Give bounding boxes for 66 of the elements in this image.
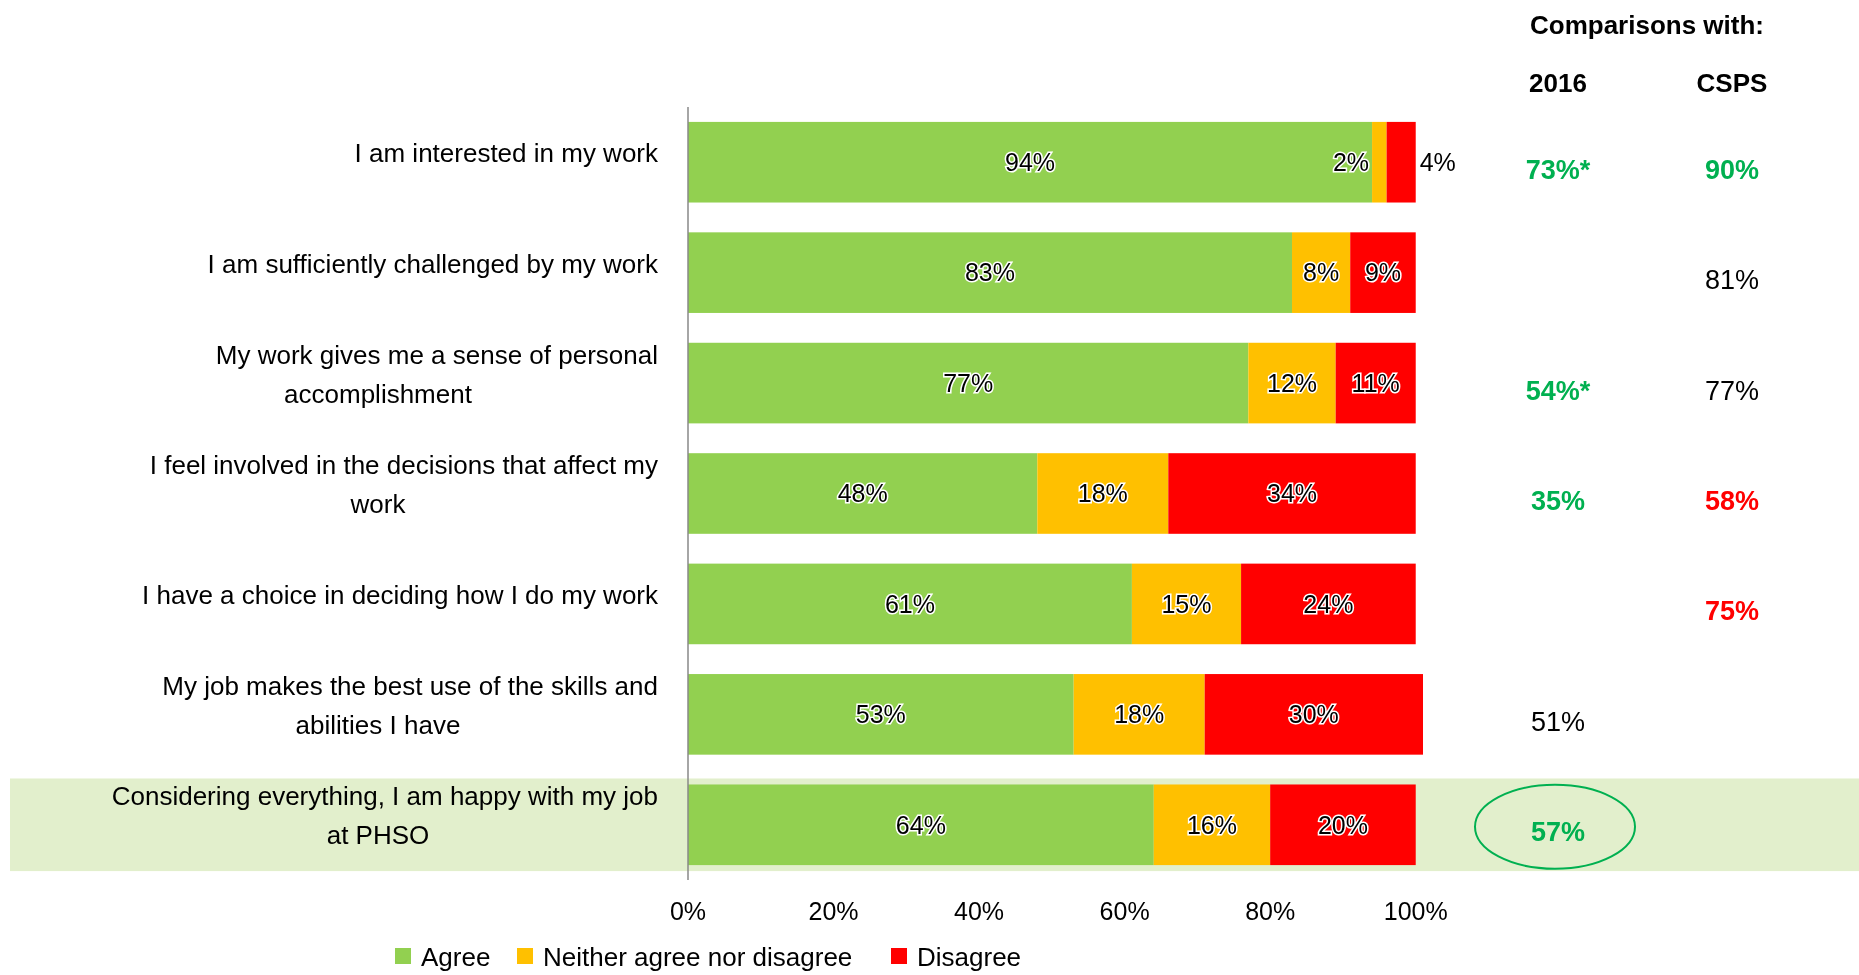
data-label: 4% — [1419, 147, 1456, 176]
bar — [1204, 674, 1423, 755]
bar — [1037, 453, 1169, 534]
data-label: 94% — [1005, 147, 1056, 176]
bar — [1386, 121, 1416, 203]
y-tick-label: Considering everything, I am happy with my job at PHSO — [111, 781, 658, 851]
bar — [1073, 674, 1205, 755]
data-label: 53% — [855, 700, 906, 729]
data-label: 18% — [1077, 479, 1128, 508]
data-label: 18% — [1114, 700, 1165, 729]
bar — [1241, 563, 1416, 645]
bar — [688, 674, 1074, 755]
bar — [688, 784, 1154, 866]
text: 35% — [1530, 485, 1586, 516]
legend-label: Disagree — [917, 942, 1022, 973]
bar — [1270, 784, 1416, 866]
data-label: 30% — [1288, 700, 1339, 729]
bar — [1372, 121, 1387, 203]
bar — [1153, 784, 1271, 866]
text: 57% — [1530, 817, 1586, 848]
data-label: 83% — [964, 258, 1016, 287]
text: 75% — [1704, 596, 1760, 627]
legend-label: Neither agree nor disagree — [543, 942, 853, 973]
text: 58% — [1704, 485, 1760, 516]
text: Comparisons with: — [1529, 10, 1765, 40]
bar — [688, 342, 1249, 424]
text: 54%* — [1525, 375, 1591, 406]
x-tick-label: 20% — [808, 897, 859, 925]
text: 90% — [1704, 154, 1760, 185]
bar — [688, 453, 1038, 534]
y-tick-label: I am sufficiently challenged by my work — [207, 248, 659, 279]
data-label: 16% — [1186, 810, 1237, 839]
data-label: 34% — [1266, 479, 1318, 508]
bar — [688, 121, 1373, 203]
x-tick-label: 100% — [1383, 897, 1448, 925]
data-label: 8% — [1303, 258, 1340, 287]
x-tick-label: 80% — [1245, 897, 1296, 925]
data-label: 15% — [1161, 589, 1212, 618]
y-tick-label: My job makes the best use of the skills and abilities I have — [162, 670, 658, 740]
data-label: 64% — [895, 810, 946, 839]
bar — [688, 232, 1293, 313]
data-label: 48% — [837, 479, 888, 508]
x-tick-label: 60% — [1099, 897, 1150, 925]
data-label: 2% — [1332, 147, 1370, 176]
x-tick-label: 40% — [954, 897, 1005, 925]
category-label: 2016 — [1529, 68, 1587, 98]
bar — [1168, 453, 1416, 534]
text: 81% — [1704, 265, 1760, 296]
y-tick-label: I am interested in my work — [354, 138, 659, 169]
data-label: 12% — [1266, 368, 1318, 397]
bar — [688, 563, 1132, 645]
data-label: 77% — [943, 368, 994, 397]
y-tick-label: I have a choice in deciding how I do my work — [142, 579, 659, 610]
data-label: 20% — [1317, 810, 1368, 839]
y-tick-label: My work gives me a sense of personal accomplishment — [215, 339, 658, 409]
category-label: CSPS — [1696, 68, 1768, 98]
text: 77% — [1704, 375, 1760, 406]
x-tick-label: 0% — [669, 897, 707, 925]
data-label: 9% — [1364, 258, 1402, 287]
data-label: 61% — [884, 589, 935, 618]
legend-label: Agree — [421, 942, 491, 973]
text: 73%* — [1525, 154, 1591, 185]
y-tick-label: I feel involved in the decisions that affect my work — [149, 450, 658, 519]
text: 51% — [1530, 706, 1586, 737]
data-label: 24% — [1303, 589, 1354, 618]
data-label: 11% — [1351, 368, 1400, 397]
